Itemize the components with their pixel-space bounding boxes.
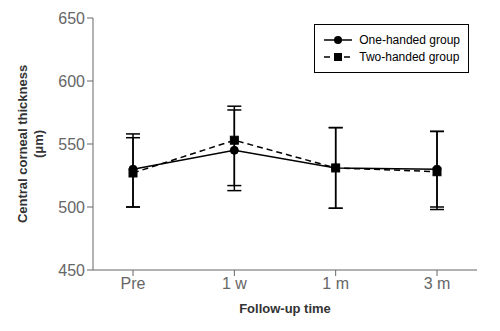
svg-text:Follow-up time: Follow-up time [239,301,331,316]
svg-text:Pre: Pre [121,275,146,292]
svg-text:3 m: 3 m [424,275,451,292]
svg-text:450: 450 [58,262,85,279]
svg-text:1 w: 1 w [222,275,247,292]
svg-text:Central corneal thickness(μm): Central corneal thickness(μm) [15,65,46,223]
svg-text:550: 550 [58,136,85,153]
svg-text:500: 500 [58,199,85,216]
html-text:One-handed group: One-handed group [359,33,460,47]
html-text:Two-handed group: Two-handed group [359,50,460,64]
svg-text:1 m: 1 m [322,275,349,292]
svg-text:650: 650 [58,10,85,27]
svg-text:600: 600 [58,73,85,90]
